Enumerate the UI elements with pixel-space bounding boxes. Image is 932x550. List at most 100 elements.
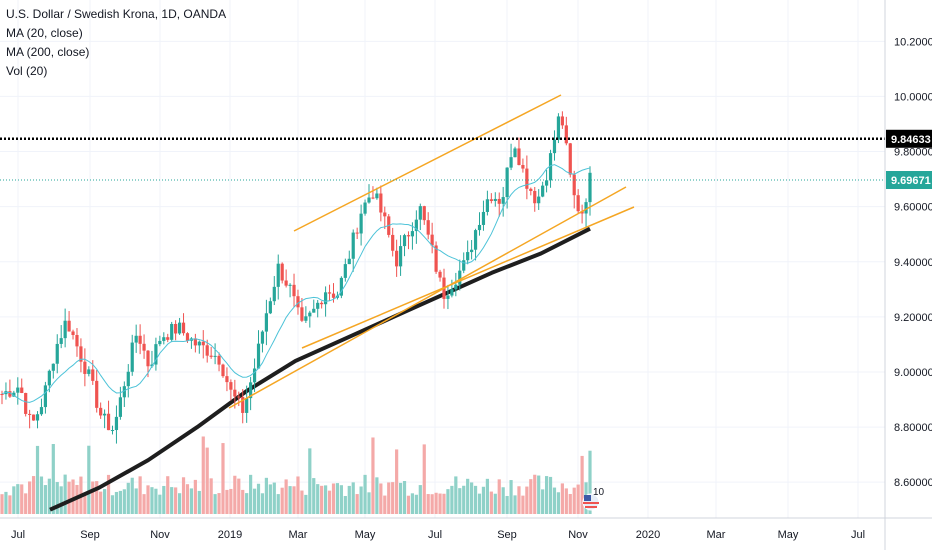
candle-body[interactable] bbox=[154, 344, 158, 365]
candle-body[interactable] bbox=[466, 252, 470, 261]
candle-body[interactable] bbox=[572, 174, 576, 196]
candle-body[interactable] bbox=[576, 195, 580, 212]
candle-body[interactable] bbox=[87, 369, 91, 374]
candle-body[interactable] bbox=[166, 337, 170, 340]
candle-body[interactable] bbox=[158, 340, 162, 345]
candle-body[interactable] bbox=[118, 397, 122, 417]
candle-body[interactable] bbox=[450, 289, 454, 296]
candle-body[interactable] bbox=[375, 193, 379, 199]
candle-body[interactable] bbox=[541, 185, 545, 197]
candle-body[interactable] bbox=[300, 307, 304, 321]
volume-legend[interactable]: Vol (20) bbox=[6, 64, 48, 78]
candle-body[interactable] bbox=[470, 249, 474, 253]
candle-body[interactable] bbox=[363, 202, 367, 214]
candle-body[interactable] bbox=[458, 270, 462, 285]
candle-body[interactable] bbox=[142, 343, 146, 351]
candle-body[interactable] bbox=[533, 190, 537, 204]
candle-body[interactable] bbox=[237, 396, 241, 398]
candle-body[interactable] bbox=[103, 413, 107, 416]
candle-body[interactable] bbox=[359, 213, 363, 234]
candle-body[interactable] bbox=[20, 387, 24, 393]
candle-body[interactable] bbox=[75, 334, 79, 347]
candle-body[interactable] bbox=[580, 211, 584, 214]
candle-body[interactable] bbox=[229, 382, 233, 390]
candle-body[interactable] bbox=[477, 224, 482, 231]
candle-body[interactable] bbox=[51, 363, 55, 371]
candle-body[interactable] bbox=[280, 263, 284, 281]
candle-body[interactable] bbox=[501, 197, 505, 204]
candle-body[interactable] bbox=[213, 355, 217, 357]
candle-body[interactable] bbox=[31, 414, 36, 421]
candle-body[interactable] bbox=[201, 341, 205, 346]
candle-body[interactable] bbox=[327, 292, 332, 294]
candle-body[interactable] bbox=[276, 263, 280, 287]
candle-body[interactable] bbox=[268, 301, 272, 314]
candle-body[interactable] bbox=[55, 343, 59, 364]
candle-body[interactable] bbox=[106, 413, 111, 431]
candle-body[interactable] bbox=[197, 341, 201, 346]
candle-body[interactable] bbox=[355, 232, 359, 234]
trendline[interactable] bbox=[293, 94, 562, 232]
candle-body[interactable] bbox=[174, 323, 178, 334]
candle-body[interactable] bbox=[217, 355, 221, 365]
candle-body[interactable] bbox=[446, 295, 450, 299]
trendline[interactable] bbox=[301, 206, 635, 349]
candle-body[interactable] bbox=[339, 277, 343, 296]
symbol-title[interactable]: U.S. Dollar / Swedish Krona, 1D, OANDA bbox=[6, 7, 227, 21]
candle-body[interactable] bbox=[438, 271, 442, 278]
candle-body[interactable] bbox=[537, 196, 541, 204]
ma200-legend[interactable]: MA (200, close) bbox=[6, 45, 90, 59]
candle-body[interactable] bbox=[402, 235, 407, 247]
candle-body[interactable] bbox=[130, 342, 134, 372]
candle-body[interactable] bbox=[35, 414, 40, 421]
candle-body[interactable] bbox=[110, 430, 115, 432]
candle-body[interactable] bbox=[59, 338, 63, 344]
candle-body[interactable] bbox=[568, 143, 572, 175]
candle-body[interactable] bbox=[426, 220, 430, 235]
candle-body[interactable] bbox=[347, 258, 351, 265]
candle-body[interactable] bbox=[525, 168, 529, 189]
candle-body[interactable] bbox=[126, 371, 130, 387]
candle-body[interactable] bbox=[67, 320, 71, 332]
candle-body[interactable] bbox=[83, 361, 87, 374]
candle-body[interactable] bbox=[485, 199, 489, 212]
candle-body[interactable] bbox=[371, 197, 375, 199]
candle-body[interactable] bbox=[560, 116, 564, 126]
candle-body[interactable] bbox=[410, 231, 415, 237]
candle-body[interactable] bbox=[489, 199, 493, 201]
candle-body[interactable] bbox=[91, 369, 95, 381]
candle-body[interactable] bbox=[272, 286, 276, 302]
candle-body[interactable] bbox=[260, 331, 265, 344]
candle-body[interactable] bbox=[521, 165, 525, 169]
ma20-legend[interactable]: MA (20, close) bbox=[6, 26, 83, 40]
candle-body[interactable] bbox=[134, 335, 138, 343]
candle-body[interactable] bbox=[8, 391, 12, 397]
candle-body[interactable] bbox=[288, 284, 292, 286]
candle-body[interactable] bbox=[544, 180, 549, 186]
candle-body[interactable] bbox=[256, 343, 261, 369]
candle-body[interactable] bbox=[497, 198, 501, 204]
trendline[interactable] bbox=[228, 186, 627, 409]
candle-body[interactable] bbox=[284, 280, 288, 286]
candle-body[interactable] bbox=[146, 350, 150, 367]
candle-body[interactable] bbox=[493, 198, 497, 201]
candle-body[interactable] bbox=[584, 202, 588, 214]
candle-body[interactable] bbox=[63, 320, 67, 339]
candle-body[interactable] bbox=[548, 153, 553, 181]
candle-body[interactable] bbox=[406, 235, 411, 237]
candle-body[interactable] bbox=[245, 398, 249, 413]
candle-body[interactable] bbox=[170, 323, 174, 340]
candle-body[interactable] bbox=[95, 380, 99, 408]
candle-body[interactable] bbox=[47, 370, 51, 386]
candle-body[interactable] bbox=[79, 346, 83, 362]
candle-body[interactable] bbox=[414, 219, 418, 232]
candle-body[interactable] bbox=[241, 396, 245, 413]
candle-body[interactable] bbox=[323, 292, 328, 305]
candle-body[interactable] bbox=[422, 206, 426, 221]
candle-body[interactable] bbox=[395, 250, 399, 267]
candle-body[interactable] bbox=[513, 148, 517, 158]
candle-body[interactable] bbox=[28, 413, 32, 415]
candle-body[interactable] bbox=[454, 284, 458, 290]
candle-body[interactable] bbox=[39, 407, 44, 415]
